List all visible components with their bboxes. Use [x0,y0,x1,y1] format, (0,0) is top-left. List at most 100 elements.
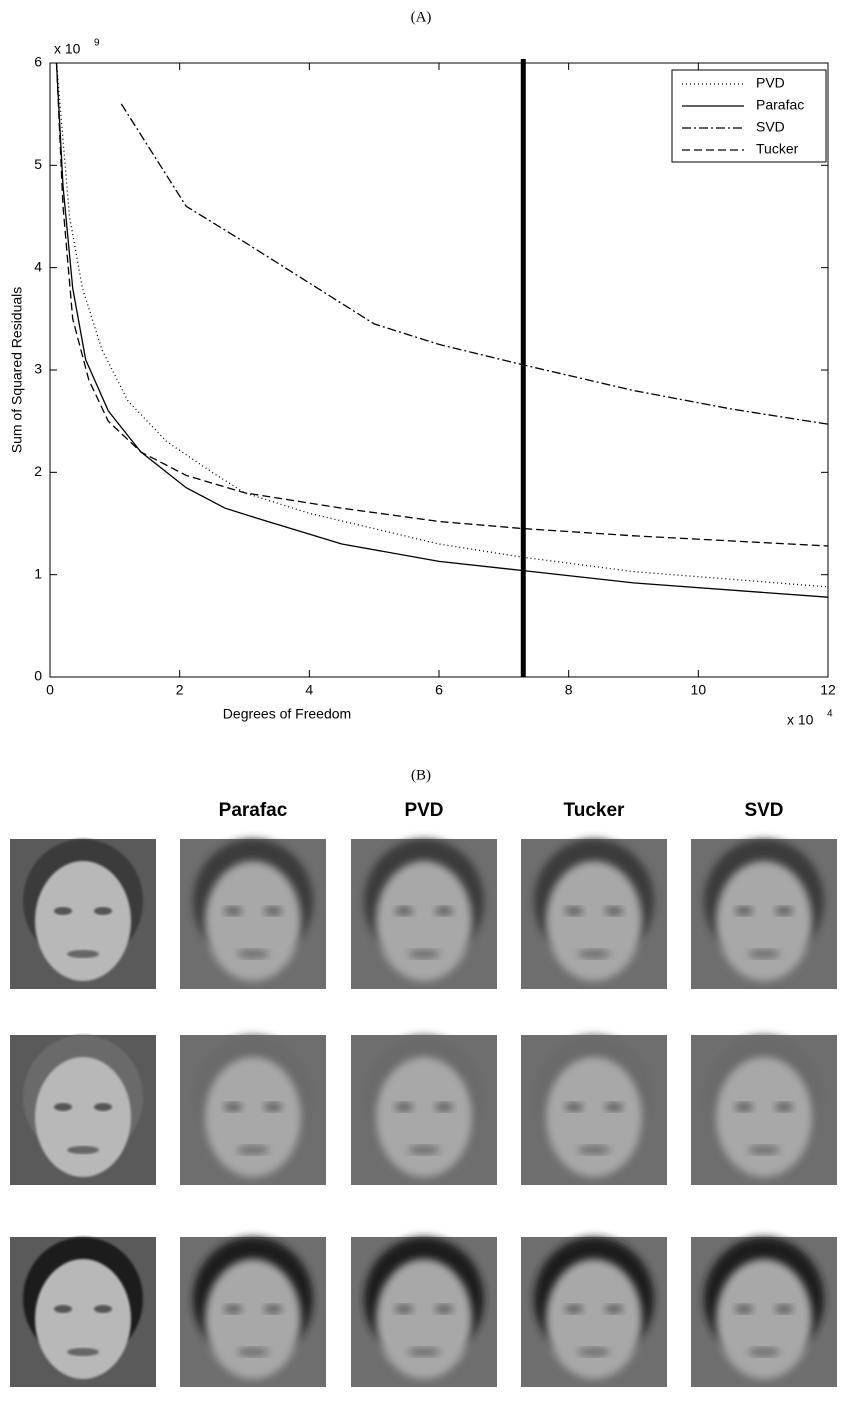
column-header: Parafac [219,800,288,821]
legend-label: Parafac [756,97,804,113]
y-scale-label: x 10 [54,41,81,57]
eye [94,907,112,915]
mouth [408,1348,440,1356]
x-scale-exponent: 4 [827,709,833,720]
face-image [10,1035,156,1185]
face [376,1057,472,1177]
x-tick-label: 4 [305,682,313,698]
face-image [351,1237,497,1387]
mouth [578,1348,610,1356]
mouth [748,1146,780,1154]
eye [94,1103,112,1111]
mouth [237,1146,269,1154]
x-tick-label: 12 [820,682,836,698]
face [205,1057,301,1177]
mouth [408,1146,440,1154]
face-image [180,839,326,989]
eye [94,1305,112,1313]
mouth [748,950,780,958]
face-image [10,1237,156,1387]
x-tick-label: 0 [46,682,54,698]
data-line [55,62,829,547]
eye [54,1103,72,1111]
eye [565,907,583,915]
x-tick-label: 8 [565,682,573,698]
eye [224,1305,242,1313]
data-line [55,62,829,598]
mouth [578,1146,610,1154]
x-tick-label: 10 [691,682,707,698]
chart-title: (A) [411,9,432,25]
column-header: PVD [404,800,443,821]
y-axis-label: Sum of Squared Residuals [9,287,25,454]
face-image [180,1237,326,1387]
eye [435,1103,453,1111]
eye [224,1103,242,1111]
mouth [237,1348,269,1356]
face [716,861,812,981]
x-tick-label: 6 [435,682,443,698]
eye [395,1305,413,1313]
eye [775,907,793,915]
y-tick-label: 3 [34,361,42,377]
eye [54,907,72,915]
face-image [180,1035,326,1185]
y-tick-label: 6 [34,54,42,70]
legend-label: SVD [756,119,785,135]
y-tick-label: 4 [34,258,42,274]
data-line [120,103,829,425]
face-image [521,839,667,989]
eye [775,1103,793,1111]
eye [54,1305,72,1313]
face-image [691,1035,837,1185]
eye [735,1103,753,1111]
mouth [237,950,269,958]
y-tick-label: 1 [34,565,42,581]
mouth [578,950,610,958]
mouth [67,1348,99,1356]
mouth [748,1348,780,1356]
eye [264,1103,282,1111]
eye [435,907,453,915]
face [716,1057,812,1177]
y-tick-label: 5 [34,156,42,172]
x-tick-label: 2 [176,682,184,698]
eye [605,907,623,915]
image-grid [10,839,837,1387]
eye [435,1305,453,1313]
eye [775,1305,793,1313]
face [35,861,131,981]
mouth [408,950,440,958]
face [205,1259,301,1379]
face-image [351,839,497,989]
face-image [691,839,837,989]
face [546,1057,642,1177]
column-header: Tucker [564,800,626,821]
eye [264,1305,282,1313]
mouth [67,950,99,958]
face [205,861,301,981]
eye [224,907,242,915]
eye [605,1103,623,1111]
eye [735,907,753,915]
x-axis-label: Degrees of Freedom [223,706,351,722]
y-tick-label: 0 [34,668,42,684]
legend-box [671,69,827,163]
y-tick-label: 2 [34,463,42,479]
face [716,1259,812,1379]
eye [264,907,282,915]
face [376,861,472,981]
eye [565,1305,583,1313]
face-image [521,1035,667,1185]
eye [395,1103,413,1111]
face-image [691,1237,837,1387]
face [546,861,642,981]
eye [735,1305,753,1313]
panel-label: (B) [411,767,431,783]
column-header: SVD [744,800,783,821]
y-scale-exponent: 9 [94,38,100,49]
mouth [67,1146,99,1154]
x-scale-label: x 10 [787,712,814,728]
eye [565,1103,583,1111]
